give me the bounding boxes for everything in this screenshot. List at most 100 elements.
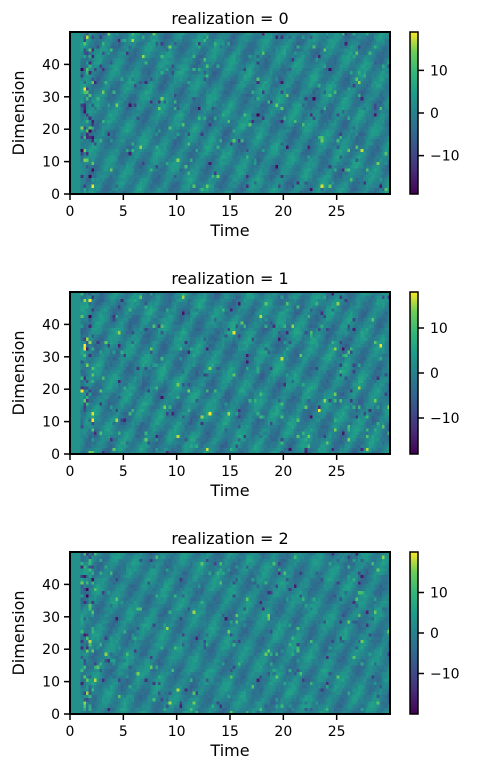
heatmap-cell: [99, 77, 103, 81]
heatmap-cell: [216, 177, 220, 182]
heatmap-cell: [88, 116, 92, 120]
heatmap-cell: [235, 48, 239, 52]
heatmap-cell: [70, 190, 73, 195]
heatmap-cell: [120, 116, 124, 120]
heatmap-cell: [110, 48, 113, 52]
heatmap-cell: [238, 125, 241, 130]
heatmap-cell: [78, 122, 81, 127]
heatmap-cell: [144, 109, 148, 114]
heatmap-cell: [158, 113, 161, 117]
heatmap-cell: [171, 184, 175, 188]
heatmap-cell: [232, 148, 236, 153]
heatmap-cell: [219, 135, 223, 140]
heatmap-cell: [219, 48, 223, 52]
heatmap-cell: [139, 164, 143, 169]
heatmap-cell: [224, 77, 228, 81]
heatmap-cell: [272, 171, 276, 175]
heatmap-cell: [331, 168, 335, 172]
heatmap-cell: [166, 113, 169, 117]
heatmap-cell: [208, 122, 212, 127]
heatmap-cell: [278, 187, 281, 192]
heatmap-cell: [184, 44, 188, 49]
heatmap-cell: [176, 155, 180, 159]
heatmap-cell: [195, 113, 199, 117]
heatmap-cell: [179, 155, 183, 159]
heatmap-cell: [168, 164, 172, 169]
heatmap-cell: [184, 184, 188, 188]
heatmap-cell: [176, 187, 180, 192]
heatmap-cell: [176, 132, 180, 136]
heatmap-cell: [331, 171, 335, 175]
heatmap-cell: [251, 177, 255, 182]
heatmap-cell: [182, 83, 185, 88]
heatmap-cell: [272, 184, 276, 188]
heatmap-cell: [235, 93, 239, 98]
heatmap-cell: [174, 74, 177, 78]
heatmap-cell: [96, 177, 100, 182]
heatmap-cell: [150, 80, 153, 85]
heatmap-cell: [134, 151, 137, 156]
heatmap-cell: [75, 158, 79, 162]
heatmap-cell: [136, 161, 140, 166]
heatmap-cell: [203, 77, 207, 81]
heatmap-cell: [259, 67, 263, 72]
heatmap-cell: [86, 190, 89, 195]
heatmap-cell: [275, 61, 279, 65]
heatmap-cell: [264, 119, 268, 124]
heatmap-cell: [224, 44, 228, 49]
heatmap-cell: [251, 106, 255, 111]
heatmap-cell: [331, 116, 335, 120]
heatmap-cell: [230, 145, 233, 149]
heatmap-cell: [246, 138, 249, 143]
heatmap-cell: [94, 64, 97, 68]
heatmap-cell: [243, 171, 247, 175]
heatmap-cell: [190, 54, 193, 59]
heatmap-cell: [115, 38, 119, 43]
heatmap-cell: [166, 64, 169, 68]
heatmap-cell: [254, 80, 257, 85]
heatmap-cell: [200, 132, 204, 136]
heatmap-cell: [150, 93, 153, 98]
heatmap-cell: [334, 57, 337, 62]
heatmap-cell: [91, 93, 95, 98]
heatmap-cell: [219, 57, 223, 62]
heatmap-cell: [296, 132, 300, 136]
heatmap-cell: [144, 103, 148, 107]
heatmap-cell: [299, 103, 303, 107]
heatmap-cell: [91, 135, 95, 140]
heatmap-cell: [200, 54, 204, 59]
heatmap-cell: [323, 87, 327, 91]
heatmap-cell: [315, 187, 319, 192]
heatmap-cell: [230, 80, 233, 85]
heatmap-cell: [91, 106, 95, 111]
heatmap-cell: [288, 38, 292, 43]
heatmap-cell: [112, 135, 116, 140]
heatmap-cell: [320, 184, 324, 188]
heatmap-cell: [179, 129, 183, 133]
heatmap-cell: [112, 113, 116, 117]
heatmap-cell: [96, 32, 100, 36]
heatmap-cell: [267, 109, 271, 114]
heatmap-cell: [208, 155, 212, 159]
heatmap-cell: [224, 61, 228, 65]
heatmap-cell: [192, 135, 196, 140]
heatmap-cell: [131, 151, 135, 156]
heatmap-cell: [118, 87, 121, 91]
heatmap-cell: [310, 74, 313, 78]
heatmap-cell: [192, 142, 196, 146]
heatmap-cell: [118, 181, 121, 185]
heatmap-cell: [123, 145, 127, 149]
heatmap-cell: [86, 171, 89, 175]
heatmap-cell: [227, 54, 231, 59]
heatmap-cell: [190, 57, 193, 62]
heatmap-cell: [168, 51, 172, 55]
heatmap-cell: [72, 100, 76, 104]
heatmap-cell: [235, 51, 239, 55]
heatmap-cell: [131, 119, 135, 124]
heatmap-cell: [72, 148, 76, 153]
heatmap-cell: [144, 48, 148, 52]
heatmap-cell: [182, 64, 185, 68]
heatmap-cell: [224, 109, 228, 114]
heatmap-cell: [72, 164, 76, 169]
heatmap-cell: [142, 125, 145, 130]
